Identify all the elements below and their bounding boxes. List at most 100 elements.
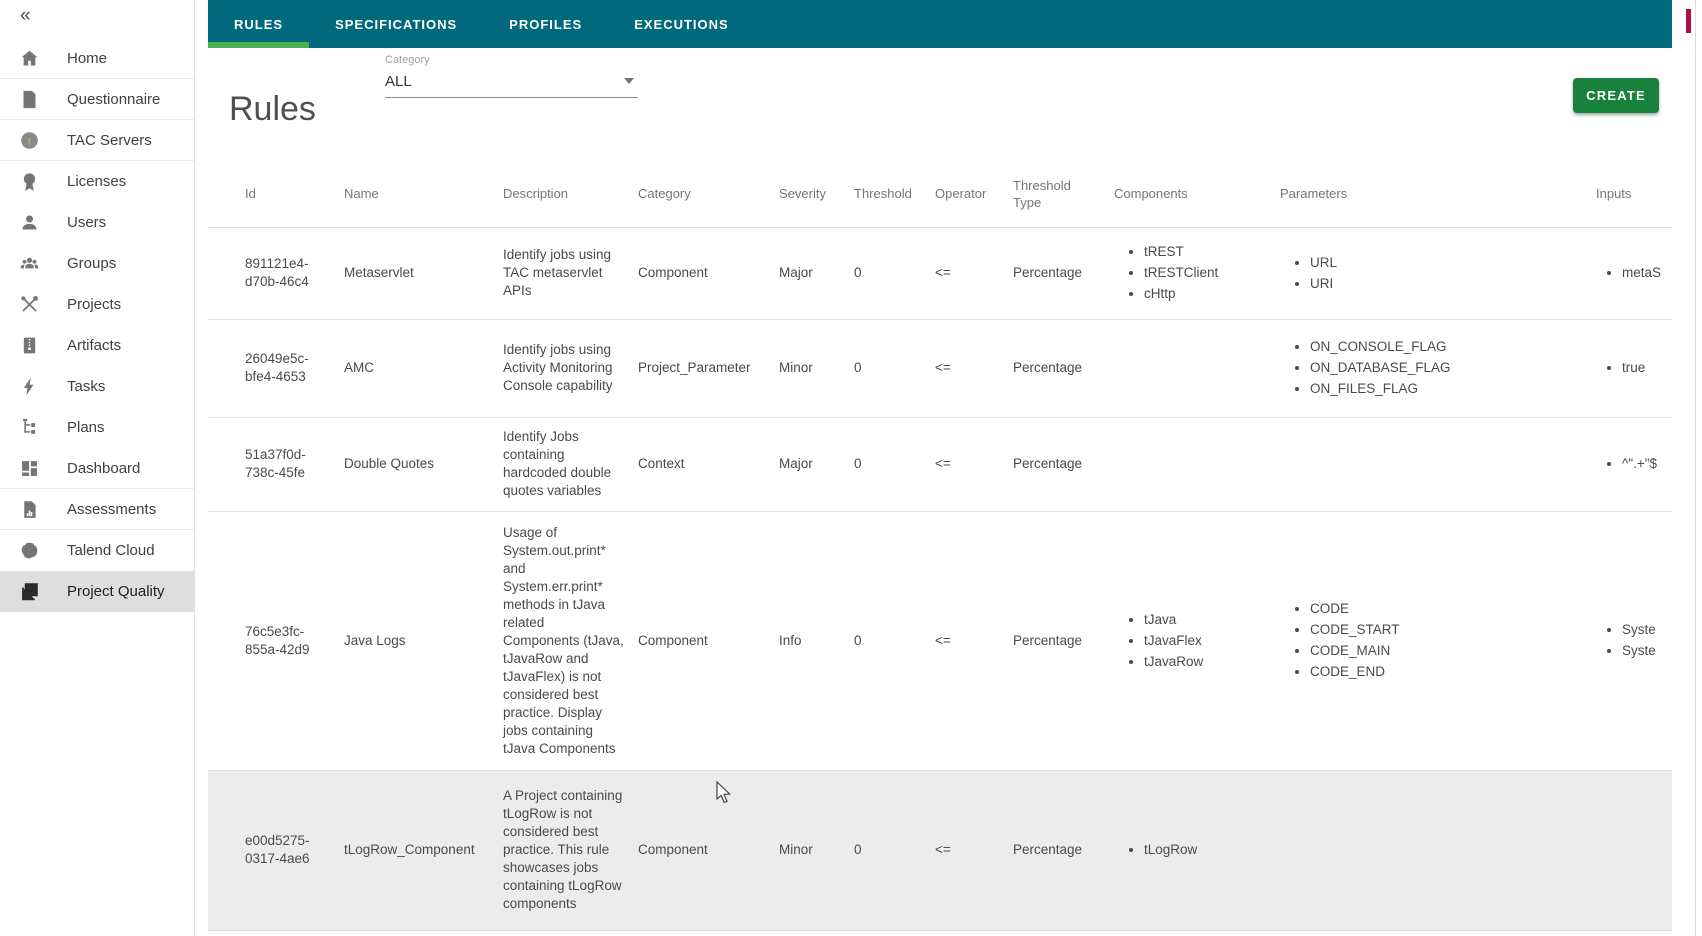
cell-id: 26049e5c-bfe4-4653 <box>245 351 309 384</box>
sidebar-item-tasks[interactable]: Tasks <box>0 366 194 407</box>
list-item: tJava <box>1144 611 1266 629</box>
cell-id: 891121e4-d70b-46c4 <box>245 256 309 289</box>
list-item: Syste <box>1622 621 1658 639</box>
cell-description: Identify jobs using Activity Monitoring … <box>503 342 613 393</box>
list-item: true <box>1622 359 1658 377</box>
column-header-threshold: Threshold <box>854 186 912 202</box>
list-item: ON_FILES_FLAG <box>1310 380 1582 398</box>
table-row[interactable]: 891121e4-d70b-46c4 Metaservlet Identify jo… <box>208 227 1672 319</box>
column-header-severity: Severity <box>779 186 826 202</box>
tab-label: EXECUTIONS <box>634 16 729 32</box>
collapse-sidebar-icon[interactable]: « <box>20 5 31 26</box>
cell-category: Project_Parameter <box>638 360 751 375</box>
sidebar-item-home[interactable]: Home <box>0 38 194 79</box>
cell-parameters <box>1280 417 1596 511</box>
column-header-components: Components <box>1114 186 1188 202</box>
cell-threshold: 0 <box>854 265 862 280</box>
right-edge-divider <box>1695 0 1696 936</box>
cell-name: Metaservlet <box>344 265 414 280</box>
bullet-list: ON_CONSOLE_FLAG ON_DATABASE_FLAG ON_FILES_… <box>1280 338 1582 398</box>
sidebar-item-plans[interactable]: Plans <box>0 407 194 448</box>
bullet-list: ^".+"$ <box>1596 455 1658 473</box>
list-item: cHttp <box>1144 285 1266 303</box>
cell-operator: <= <box>935 360 951 375</box>
list-item: tJavaFlex <box>1144 632 1266 650</box>
table-row[interactable]: 76c5e3fc-855a-42d9 Java Logs Usage of Syst… <box>208 511 1672 770</box>
dashboard-icon <box>19 458 40 479</box>
cell-description: Identify Jobs containing hardcoded doubl… <box>503 429 612 498</box>
sidebar-item-talend-cloud[interactable]: Talend Cloud <box>0 530 194 571</box>
table-header: Id Name Description Category Severity Thresho… <box>208 165 1672 227</box>
cell-threshold-type: Percentage <box>1013 360 1083 375</box>
clipped-edge-element <box>1686 9 1691 33</box>
sidebar-item-label: Artifacts <box>67 337 122 354</box>
bullet-list: metaS <box>1596 264 1661 282</box>
cell-inputs: ^".+"$ <box>1596 417 1672 511</box>
cell-id: e00d5275-0317-4ae6 <box>245 833 310 866</box>
sidebar-item-projects[interactable]: Projects <box>0 284 194 325</box>
tasks-icon <box>19 376 40 397</box>
cell-threshold: 0 <box>854 456 862 471</box>
column-header-operator: Operator <box>935 186 987 202</box>
list-item: CODE_MAIN <box>1310 642 1582 660</box>
sidebar-item-groups[interactable]: Groups <box>0 243 194 284</box>
column-header-id: Id <box>245 186 256 202</box>
cell-threshold-type: Percentage <box>1013 842 1083 857</box>
tab-profiles[interactable]: PROFILES <box>483 0 608 48</box>
sidebar-item-project-quality[interactable]: Project Quality <box>0 571 194 612</box>
users-icon <box>19 212 40 233</box>
groups-icon <box>19 253 40 274</box>
bullet-list: URL URI <box>1280 254 1582 293</box>
tab-label: SPECIFICATIONS <box>335 16 458 32</box>
home-icon <box>19 48 40 69</box>
sidebar-item-licenses[interactable]: Licenses <box>0 161 194 202</box>
list-item: URL <box>1310 254 1582 272</box>
sidebar-item-label: Projects <box>67 296 122 313</box>
tab-executions[interactable]: EXECUTIONS <box>608 0 755 48</box>
column-header-name: Name <box>344 186 379 202</box>
cell-components: tREST tRESTClient cHttp <box>1114 227 1280 319</box>
sidebar-item-users[interactable]: Users <box>0 202 194 243</box>
main-content: RULES SPECIFICATIONS PROFILES EXECUTIONS Ru… <box>208 0 1672 936</box>
assessments-icon <box>19 499 40 520</box>
cell-category: Component <box>638 265 708 280</box>
create-button[interactable]: CREATE <box>1573 78 1659 113</box>
page-title: Rules <box>229 90 316 128</box>
rules-table: Id Name Description Category Severity Thresho… <box>208 165 1672 931</box>
questionnaire-icon <box>19 89 40 110</box>
cell-description: A Project containing tLogRow is not cons… <box>503 788 623 911</box>
sidebar-item-artifacts[interactable]: Artifacts <box>0 325 194 366</box>
sidebar: « Home Questionnaire t TAC Servers Licenses U… <box>0 0 195 936</box>
cell-inputs: metaS <box>1596 227 1672 319</box>
cell-threshold-type: Percentage <box>1013 265 1083 280</box>
cell-components: tJava tJavaFlex tJavaRow <box>1114 511 1280 770</box>
cell-operator: <= <box>935 842 951 857</box>
sidebar-item-label: Assessments <box>67 500 157 518</box>
table-row[interactable]: e00d5275-0317-4ae6 tLogRow_Component A Pro… <box>208 770 1672 930</box>
bullet-list: tREST tRESTClient cHttp <box>1114 243 1266 303</box>
sidebar-item-questionnaire[interactable]: Questionnaire <box>0 79 194 120</box>
list-item: tLogRow <box>1144 841 1266 859</box>
sidebar-item-label: Talend Cloud <box>67 542 155 559</box>
talend-cloud-icon <box>19 540 40 561</box>
cell-category: Component <box>638 632 708 648</box>
sidebar-item-assessments[interactable]: Assessments <box>0 489 194 530</box>
cell-components: tLogRow <box>1114 770 1280 930</box>
cell-name: Java Logs <box>344 632 406 648</box>
cell-threshold-type: Percentage <box>1013 456 1083 471</box>
table-row[interactable]: 26049e5c-bfe4-4653 AMC Identify jobs using… <box>208 319 1672 417</box>
tab-specifications[interactable]: SPECIFICATIONS <box>309 0 483 48</box>
sidebar-item-dashboard[interactable]: Dashboard <box>0 448 194 489</box>
table-body: 891121e4-d70b-46c4 Metaservlet Identify jo… <box>208 227 1672 930</box>
project-quality-icon <box>19 581 40 602</box>
cell-threshold: 0 <box>854 360 862 375</box>
cell-threshold: 0 <box>854 632 862 648</box>
cell-id: 51a37f0d-738c-45fe <box>245 447 306 480</box>
category-select[interactable]: Category ALL <box>385 54 638 98</box>
sidebar-item-tac-servers[interactable]: t TAC Servers <box>0 120 194 161</box>
table-row[interactable]: 51a37f0d-738c-45fe Double Quotes Identify … <box>208 417 1672 511</box>
tab-rules[interactable]: RULES <box>208 0 310 48</box>
category-value: ALL <box>385 71 638 98</box>
licenses-icon <box>19 171 40 192</box>
list-item: tRESTClient <box>1144 264 1266 282</box>
